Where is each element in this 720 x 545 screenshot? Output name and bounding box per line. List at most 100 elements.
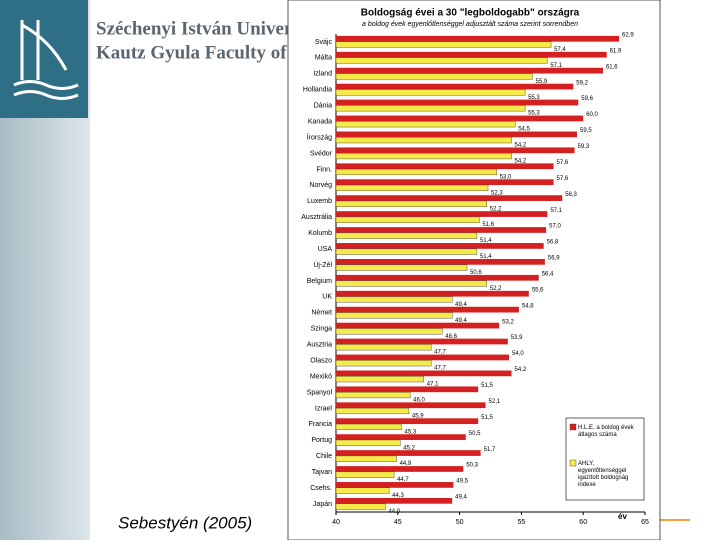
category-label: UK: [322, 294, 332, 301]
bar: [335, 232, 478, 239]
caption: Sebestyén (2005): [118, 513, 252, 532]
bar: [335, 216, 480, 223]
value-label: 59,6: [581, 96, 593, 102]
value-label: 58,3: [565, 192, 577, 198]
value-label: 52,2: [490, 206, 502, 212]
value-label: 45,2: [403, 445, 415, 451]
bar: [335, 503, 386, 510]
legend-label: AHLY, egyenlőtlenséggel igazított boldogsá…: [578, 461, 628, 488]
bar: [336, 418, 479, 425]
category-label: Kolumb: [308, 230, 332, 237]
value-label: 53,9: [511, 335, 523, 341]
chart-title: Boldogság évei a 30 "legboldogabb" orszá…: [361, 8, 580, 19]
bar: [335, 487, 390, 494]
value-label: 55,9: [536, 79, 548, 85]
value-label: 45,9: [412, 413, 424, 419]
value-label: 49,5: [456, 479, 468, 485]
legend-swatch: [569, 423, 577, 431]
value-label: 49,4: [455, 318, 467, 324]
value-label: 59,3: [578, 144, 590, 150]
bar: [336, 115, 584, 122]
category-label: USA: [318, 246, 333, 253]
category-label: Belgium: [307, 278, 332, 285]
category-label: Izland: [313, 71, 332, 78]
bar: [335, 184, 489, 191]
bar: [336, 370, 512, 377]
x-tick-label: 40: [332, 519, 340, 526]
value-label: 50,3: [466, 463, 478, 469]
value-label: 57,0: [549, 224, 561, 230]
category-label: Német: [311, 310, 332, 317]
x-tick-label: 60: [579, 519, 587, 526]
value-label: 61,6: [606, 64, 618, 70]
value-label: 47,7: [434, 366, 446, 372]
value-label: 44,0: [388, 509, 400, 515]
value-label: 48,6: [445, 334, 457, 340]
category-label: Új-Zél: [313, 260, 332, 269]
value-label: 54,2: [515, 158, 527, 164]
category-label: Portug: [311, 437, 332, 444]
value-label: 50,6: [470, 270, 482, 276]
value-label: 62,9: [622, 32, 634, 38]
category-label: Francia: [309, 421, 332, 428]
value-label: 53,0: [500, 174, 512, 180]
value-label: 53,2: [502, 319, 514, 325]
bar: [335, 105, 526, 112]
bar: [336, 338, 508, 345]
category-label: Japán: [313, 501, 332, 508]
bar: [335, 73, 533, 80]
bar: [335, 168, 497, 176]
value-label: 47,7: [434, 350, 446, 356]
bar: [336, 147, 575, 154]
value-label: 45,3: [405, 429, 417, 435]
bar: [335, 121, 516, 128]
value-label: 60,0: [586, 112, 598, 118]
category-label: Szinga: [311, 326, 333, 333]
bar: [336, 227, 547, 233]
bar: [335, 296, 453, 303]
bar: [335, 439, 401, 446]
category-label: Chile: [316, 453, 332, 460]
value-label: 56,4: [542, 271, 554, 277]
bar: [335, 376, 424, 383]
bar: [335, 57, 548, 64]
category-label: Finn.: [316, 166, 332, 173]
bar: [335, 137, 512, 144]
bar: [336, 243, 544, 249]
value-label: 52,1: [489, 399, 501, 405]
value-label: 44,9: [400, 461, 412, 467]
value-label: 59,2: [576, 80, 588, 86]
bar: [335, 41, 552, 48]
x-tick-label: 50: [456, 519, 464, 526]
value-label: 54,0: [512, 351, 524, 357]
value-label: 55,3: [528, 95, 540, 101]
bar: [335, 152, 512, 160]
value-label: 54,2: [515, 143, 527, 149]
logo-box: [0, 0, 88, 118]
bar: [335, 89, 526, 96]
value-label: 55,3: [528, 111, 540, 117]
bar: [335, 360, 432, 367]
bar: [336, 290, 529, 297]
bar: [336, 497, 453, 504]
bar: [336, 131, 578, 138]
category-label: Dánia: [314, 103, 332, 110]
category-label: Csehs.: [310, 485, 332, 492]
value-label: 50,5: [469, 431, 481, 437]
bar: [336, 274, 539, 281]
x-axis-label: év: [618, 512, 627, 521]
bar: [336, 211, 548, 217]
bar: [336, 99, 579, 106]
value-label: 57,1: [550, 208, 562, 214]
x-tick-label: 45: [394, 519, 402, 526]
value-label: 56,9: [548, 256, 560, 262]
value-label: 54,2: [515, 367, 527, 373]
bar: [335, 328, 443, 335]
bar: [335, 423, 402, 430]
category-label: Luxemb: [307, 198, 332, 205]
category-label: Svájc: [315, 39, 333, 46]
bar: [335, 248, 478, 255]
bar: [335, 407, 410, 415]
logo: [13, 20, 79, 100]
